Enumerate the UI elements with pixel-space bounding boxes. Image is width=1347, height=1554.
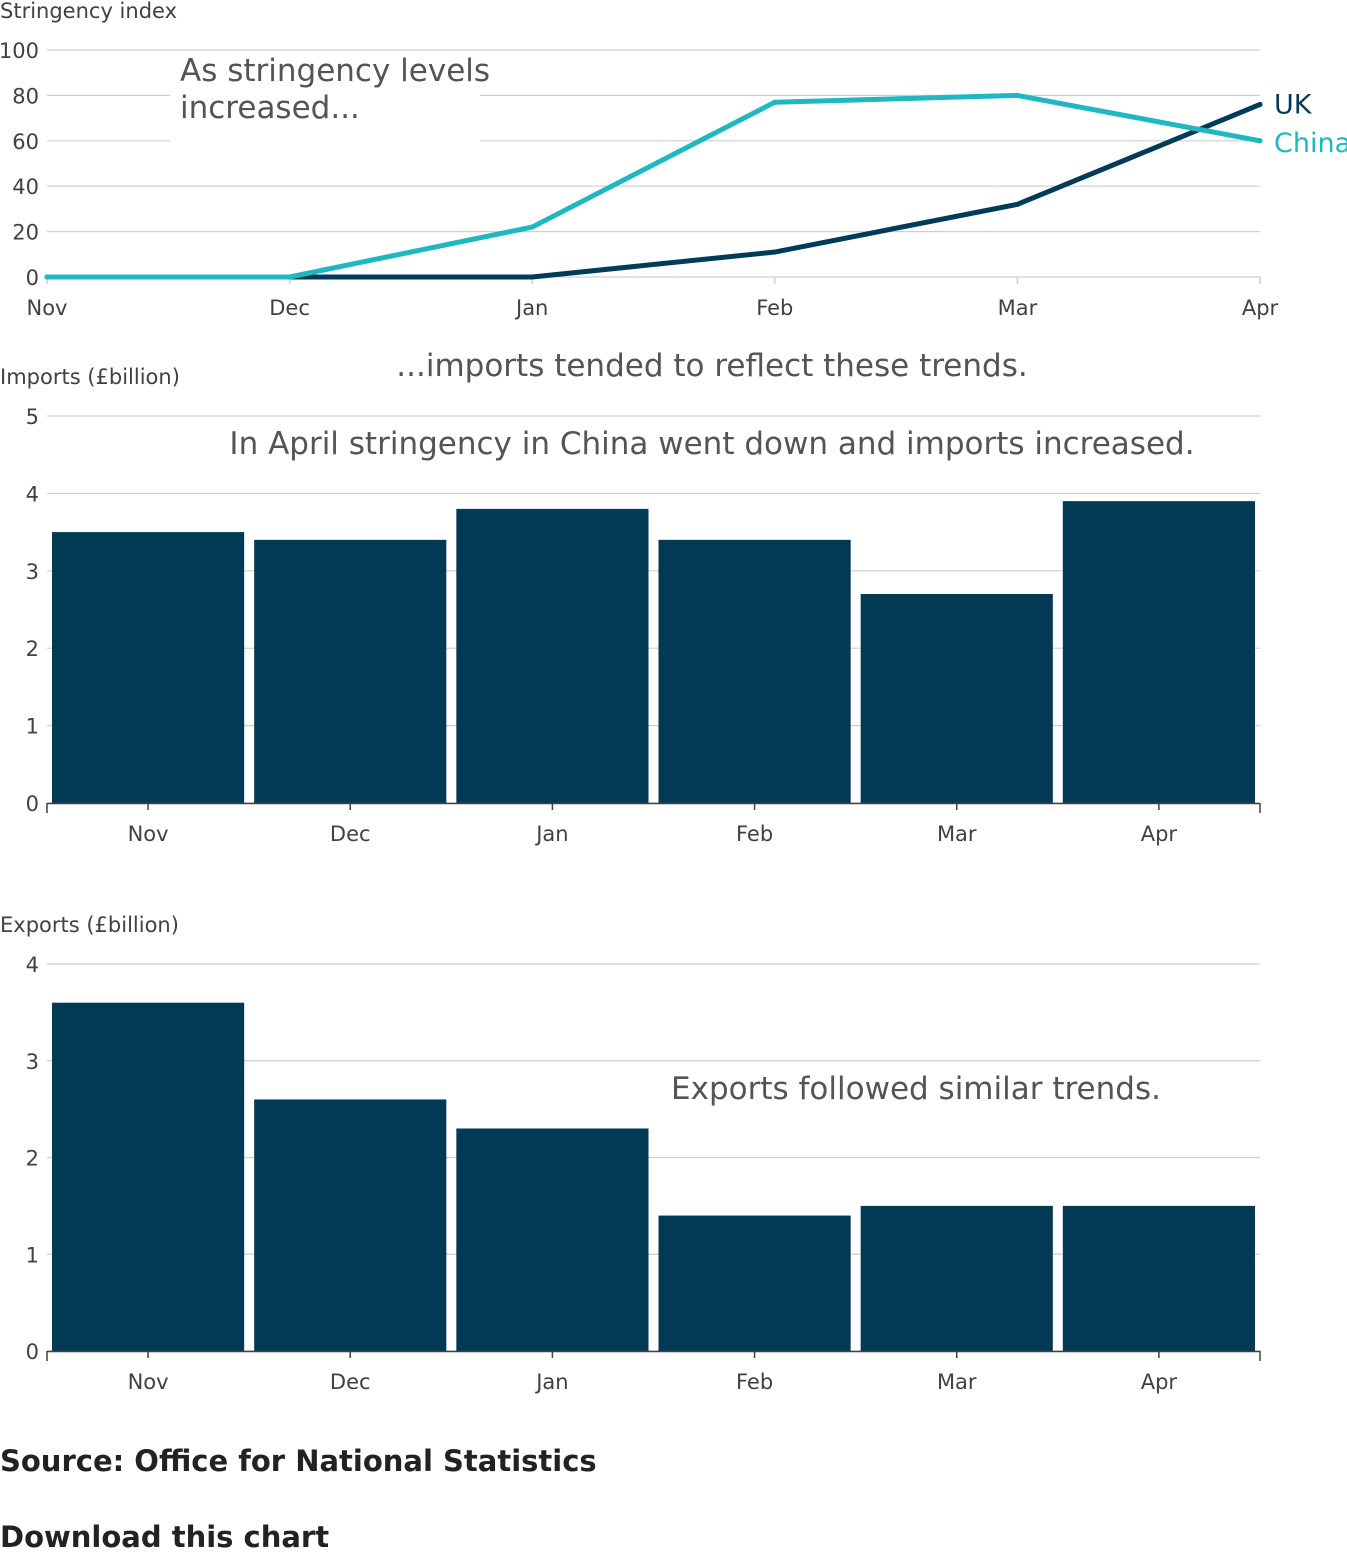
annotation-text: As stringency levels xyxy=(180,53,490,89)
data-point-china xyxy=(772,99,778,105)
bar-imports-jan xyxy=(456,508,649,803)
annotation-text: increased... xyxy=(180,90,360,126)
annotation-background xyxy=(170,52,480,142)
annotation-text: Exports followed similar trends. xyxy=(671,1071,1161,1107)
x-tick-label: Jan xyxy=(534,822,568,846)
bar-exports-dec xyxy=(254,1099,447,1351)
y-tick-label: 2 xyxy=(26,1147,39,1171)
y-tick-label: 5 xyxy=(26,405,39,429)
x-tick-label: Jan xyxy=(514,296,548,320)
y-tick-label: 4 xyxy=(26,482,39,506)
y-tick-label: 3 xyxy=(26,1050,39,1074)
y-tick-label: 1 xyxy=(26,715,39,739)
y-axis-title-exports: Exports (£billion) xyxy=(0,913,179,937)
x-tick-label: Feb xyxy=(756,296,793,320)
y-tick-label: 20 xyxy=(12,221,39,245)
x-tick-label: Feb xyxy=(736,1370,773,1394)
data-point-china xyxy=(287,274,293,280)
data-point-china xyxy=(529,224,535,230)
y-tick-label: 1 xyxy=(26,1243,39,1267)
bar-imports-mar xyxy=(860,594,1053,803)
x-tick-label: Nov xyxy=(27,296,68,320)
bar-imports-nov xyxy=(52,532,245,803)
source-note: Source: Office for National Statistics xyxy=(0,1444,597,1478)
data-point-china xyxy=(1014,92,1020,98)
download-chart-link[interactable]: Download this chart xyxy=(0,1520,330,1554)
x-tick-label: Feb xyxy=(736,822,773,846)
data-point-uk xyxy=(772,249,778,255)
y-tick-label: 0 xyxy=(26,792,39,816)
x-tick-label: Nov xyxy=(128,1370,169,1394)
y-tick-label: 80 xyxy=(12,84,39,108)
y-tick-label: 2 xyxy=(26,637,39,661)
data-point-uk xyxy=(529,274,535,280)
x-tick-label: Dec xyxy=(330,822,371,846)
x-tick-label: Dec xyxy=(269,296,310,320)
x-tick-label: Apr xyxy=(1141,822,1178,846)
bar-exports-feb xyxy=(658,1215,851,1351)
bar-imports-apr xyxy=(1062,501,1255,803)
x-tick-label: Mar xyxy=(937,822,977,846)
x-tick-label: Jan xyxy=(534,1370,568,1394)
x-tick-label: Apr xyxy=(1141,1370,1178,1394)
annotation-text: ...imports tended to reflect these trend… xyxy=(396,348,1027,384)
annotation-text: In April stringency in China went down a… xyxy=(229,426,1194,462)
y-axis-title-imports: Imports (£billion) xyxy=(0,365,180,389)
data-point-china xyxy=(1257,138,1263,144)
data-point-uk xyxy=(1257,101,1263,107)
series-label-china: China xyxy=(1274,128,1347,159)
bar-exports-nov xyxy=(52,1002,245,1351)
x-tick-label: Dec xyxy=(330,1370,371,1394)
data-point-china xyxy=(44,274,50,280)
y-tick-label: 4 xyxy=(26,953,39,977)
y-tick-label: 0 xyxy=(26,266,39,290)
bar-imports-dec xyxy=(254,539,447,803)
bar-exports-jan xyxy=(456,1128,649,1351)
y-axis-title-stringency: Stringency index xyxy=(0,0,177,23)
series-label-uk: UK xyxy=(1274,89,1313,120)
y-tick-label: 60 xyxy=(12,130,39,154)
y-tick-label: 3 xyxy=(26,560,39,584)
bar-exports-mar xyxy=(860,1205,1053,1351)
y-tick-label: 0 xyxy=(26,1340,39,1364)
x-tick-label: Mar xyxy=(998,296,1038,320)
x-tick-label: Nov xyxy=(128,822,169,846)
x-tick-label: Apr xyxy=(1242,296,1279,320)
y-tick-label: 100 xyxy=(0,39,39,63)
data-point-uk xyxy=(1014,201,1020,207)
y-tick-label: 40 xyxy=(12,175,39,199)
bar-exports-apr xyxy=(1062,1205,1255,1351)
bar-imports-feb xyxy=(658,539,851,803)
x-tick-label: Mar xyxy=(937,1370,977,1394)
series-line-china xyxy=(44,92,1263,280)
